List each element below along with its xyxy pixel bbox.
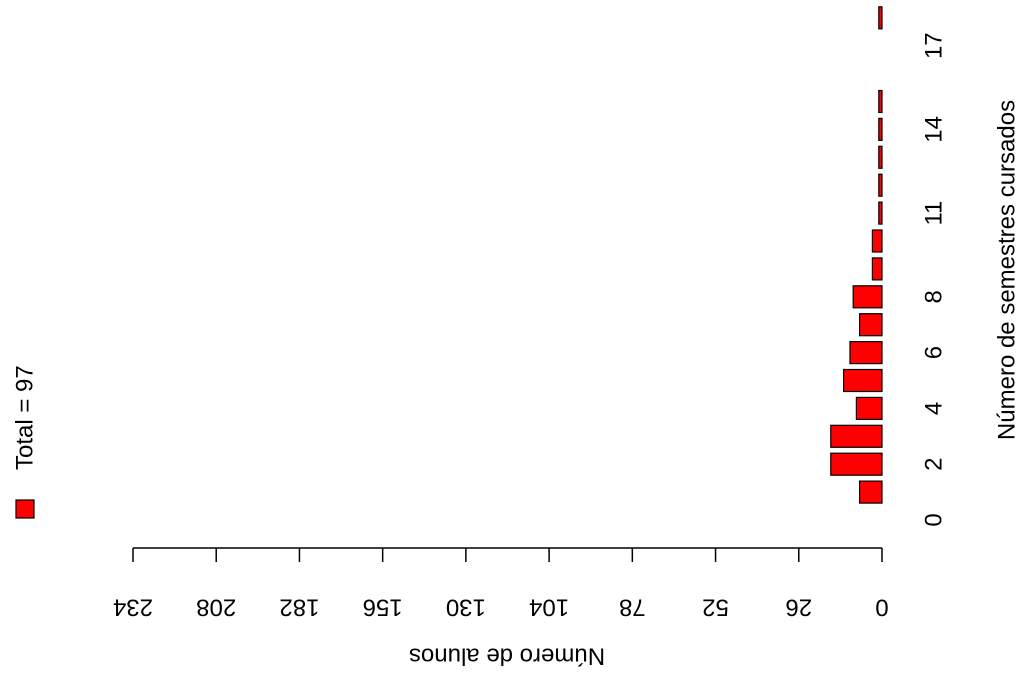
y-tick-label: 4 [920,402,947,415]
x-tick-label: 234 [113,594,153,621]
bar [849,341,883,365]
bar [830,452,883,476]
y-tick-label: 0 [920,513,947,526]
bar [855,396,883,420]
bar [878,6,883,30]
bar [878,117,883,142]
x-tick-label: 78 [619,594,646,621]
bar [878,173,883,197]
x-tick-label: 52 [702,594,729,621]
x-tick-label: 208 [196,594,236,621]
y-tick-label: 17 [920,32,947,59]
x-tick-label: 104 [529,594,569,621]
y-tick-label: 11 [920,201,947,226]
bar [830,424,883,448]
x-tick-label: 156 [363,594,403,621]
bar [871,257,883,281]
bar [878,145,883,169]
bar [878,89,883,114]
x-tick-label: 130 [446,594,486,621]
bar [842,368,883,393]
bar [871,229,883,253]
y-tick-label: 8 [920,290,947,303]
y-tick-label: 14 [920,116,947,143]
x-axis-title: Número de alunos [409,643,605,670]
legend-label: Total = 97 [11,365,38,470]
bar [878,201,883,225]
x-tick-label: 0 [875,594,888,621]
y-axis-title: Número de semestres cursados [993,100,1020,440]
bar [858,480,883,504]
bar [858,313,883,337]
bar [852,285,883,309]
x-tick-label: 182 [279,594,319,621]
y-tick-label: 2 [920,458,947,471]
y-tick-label: 6 [920,346,947,359]
legend-swatch [15,499,35,519]
x-tick-label: 26 [785,594,812,621]
